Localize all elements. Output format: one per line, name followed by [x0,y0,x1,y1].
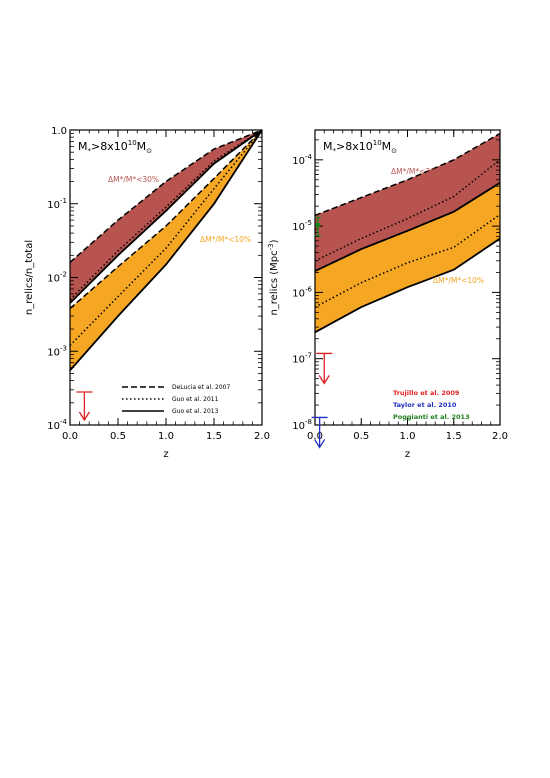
legend-label: Guo et al. 2011 [172,396,219,403]
x-tick-label: 0.0 [307,431,323,442]
y-axis-title: n_relics (Mpc-3) [267,239,280,315]
y-tick-label: 10-7 [292,352,312,366]
x-tick-label: 0.5 [353,431,369,442]
right-panel: 0.0 0.5 1.0 1.5 2.0 10-8 10-7 10-6 10-5 10-4 z n_re… [267,129,508,460]
plot-area [70,130,262,371]
left-panel: 0.0 0.5 1.0 1.5 2.0 10-4 10-3 10-2 10-1 1.0 z n_rel… [24,126,270,460]
series-line-30pct-upper [315,132,500,217]
y-tick-label: 1.0 [51,126,67,137]
y-tick-label: 10-8 [292,418,312,432]
x-tick-label: 1.5 [206,431,222,442]
legend-label: Taylor et al. 2010 [393,401,457,409]
x-axis-title: z [405,449,410,460]
x-tick-label: 1.5 [446,431,462,442]
upper-limit-arrowhead [318,375,330,385]
band-label-upper: ΔM*/M*<30% [108,175,159,184]
x-tick-label: 1.0 [158,431,174,442]
band-10pct-area [315,182,500,333]
band-label-lower: ΔM*/M*<10% [200,235,251,244]
x-tick-label: 2.0 [492,431,508,442]
series-line-30pct-middle [70,130,262,301]
band-30pct-area [70,130,262,304]
panel-label: M*>8x1010M⊙ [78,139,152,155]
legend-label: Poggianti et al. 2013 [393,413,470,421]
band-label-lower: ΔM*/M*<10% [433,276,484,285]
series-line-30pct-upper [70,130,262,263]
series-line-10pct-upper [315,182,500,272]
band-10pct-area [70,130,262,371]
series-line-30pct-lower [70,130,262,304]
panel-label: M*>8x1010M⊙ [323,139,397,155]
y-tick-label: 10-5 [292,219,312,233]
legend-label: Trujillo et al. 2009 [393,389,460,397]
x-tick-label: 2.0 [254,431,270,442]
band-30pct-area [315,133,500,272]
band-label-upper: ΔM*/M*<30% [391,167,442,176]
legend-label: Guo et al. 2013 [172,408,219,415]
y-tick-label: 10-6 [292,285,312,299]
series-line-30pct-middle [315,159,500,262]
series-line-10pct-lower [315,237,500,334]
x-tick-label: 1.0 [400,431,416,442]
legend-label: DeLucia et al. 2007 [172,384,230,391]
upper-limit-arrowhead [314,439,326,449]
x-axis-title: z [163,449,168,460]
upper-limit-arrowhead [78,411,90,422]
series-line-10pct-upper [70,130,262,310]
series-line-10pct-middle [70,130,262,346]
y-tick-label: 10-1 [47,197,67,211]
y-tick-label: 10-4 [47,418,67,432]
plot-area [315,132,500,334]
y-tick-label: 10-4 [292,153,312,167]
x-tick-label: 0.0 [62,431,78,442]
data-point [315,222,321,228]
y-axis-title: n_relics/n_total [24,240,35,315]
y-tick-label: 10-3 [47,344,67,358]
x-tick-label: 0.5 [110,431,126,442]
y-tick-label: 10-2 [47,271,67,285]
series-line-10pct-lower [70,130,262,371]
